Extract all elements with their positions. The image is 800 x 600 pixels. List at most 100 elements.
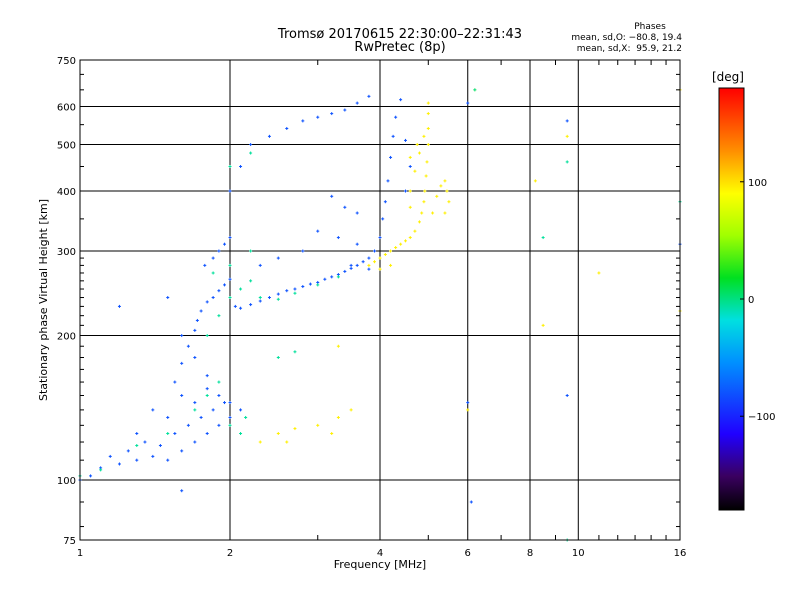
data-point bbox=[167, 415, 169, 419]
data-point bbox=[268, 296, 270, 300]
data-point bbox=[542, 323, 544, 327]
data-point bbox=[229, 164, 231, 168]
y-tick-label: 75 bbox=[63, 536, 76, 547]
y-tick-label: 100 bbox=[57, 476, 76, 487]
data-point bbox=[181, 449, 183, 453]
data-point bbox=[409, 164, 411, 168]
data-point bbox=[240, 306, 242, 310]
data-point bbox=[416, 143, 418, 147]
phase-info-x: mean, sd,X: 95.9, 21.2 bbox=[576, 44, 682, 54]
data-point bbox=[206, 334, 208, 338]
y-tick-label: 300 bbox=[57, 247, 76, 258]
data-point bbox=[194, 440, 196, 444]
data-point bbox=[534, 179, 536, 183]
data-point bbox=[317, 115, 319, 119]
data-point bbox=[379, 267, 381, 271]
data-point bbox=[337, 236, 339, 240]
data-point bbox=[331, 432, 333, 436]
data-point bbox=[218, 289, 220, 293]
data-point bbox=[187, 344, 189, 348]
data-point bbox=[387, 179, 389, 183]
y-tick-label: 500 bbox=[57, 141, 76, 152]
data-point bbox=[467, 101, 469, 105]
data-point bbox=[427, 126, 429, 130]
data-point bbox=[159, 444, 161, 448]
data-point bbox=[181, 489, 183, 493]
data-point bbox=[167, 432, 169, 436]
data-point bbox=[356, 211, 358, 215]
data-point bbox=[390, 249, 392, 253]
data-point bbox=[167, 458, 169, 462]
data-point bbox=[294, 350, 296, 354]
data-point bbox=[566, 160, 568, 164]
data-point bbox=[144, 440, 146, 444]
data-point bbox=[444, 179, 446, 183]
colorbar bbox=[718, 87, 745, 511]
data-point bbox=[277, 292, 279, 296]
data-point bbox=[400, 98, 402, 102]
data-point bbox=[229, 423, 231, 427]
data-point bbox=[350, 266, 352, 270]
data-point bbox=[187, 423, 189, 427]
data-point bbox=[174, 380, 176, 384]
data-point bbox=[400, 242, 402, 246]
data-point bbox=[277, 355, 279, 359]
x-tick-label: 16 bbox=[674, 548, 687, 559]
data-point bbox=[204, 263, 206, 267]
data-point bbox=[268, 134, 270, 138]
colorbar-ticks: 100 0 −100 bbox=[740, 178, 775, 423]
data-point bbox=[317, 283, 319, 287]
data-point bbox=[382, 217, 384, 221]
data-point bbox=[404, 239, 406, 243]
colorbar-tick-label: 100 bbox=[748, 178, 767, 189]
data-point bbox=[470, 500, 472, 504]
x-tick-label: 6 bbox=[465, 548, 471, 559]
y-tick-label: 400 bbox=[57, 187, 76, 198]
data-point bbox=[374, 249, 376, 253]
data-point bbox=[229, 263, 231, 267]
data-point bbox=[598, 271, 600, 275]
y-tick-label: 600 bbox=[57, 103, 76, 114]
data-point bbox=[425, 174, 427, 178]
data-point bbox=[181, 361, 183, 365]
data-point bbox=[302, 249, 304, 253]
x-tick-label: 4 bbox=[377, 548, 383, 559]
data-point bbox=[384, 253, 386, 257]
data-point bbox=[229, 277, 231, 281]
data-point bbox=[409, 155, 411, 159]
data-point bbox=[424, 189, 426, 193]
data-point bbox=[440, 184, 442, 188]
data-point bbox=[418, 220, 420, 224]
data-point bbox=[566, 119, 568, 123]
data-point bbox=[436, 194, 438, 198]
data-point bbox=[250, 303, 252, 307]
data-point bbox=[196, 318, 198, 322]
data-point bbox=[317, 229, 319, 233]
data-point bbox=[337, 344, 339, 348]
data-point bbox=[427, 143, 429, 147]
data-points bbox=[78, 88, 682, 542]
data-point bbox=[423, 200, 425, 204]
colorbar-unit-label: [deg] bbox=[712, 70, 744, 84]
data-point bbox=[356, 242, 358, 246]
data-point bbox=[421, 211, 423, 215]
data-point bbox=[100, 466, 102, 470]
data-point bbox=[127, 449, 129, 453]
x-axis-label: Frequency [MHz] bbox=[334, 558, 426, 571]
data-point bbox=[542, 236, 544, 240]
data-point bbox=[286, 440, 288, 444]
data-point bbox=[566, 394, 568, 398]
data-point bbox=[277, 297, 279, 301]
data-point bbox=[259, 296, 261, 300]
data-point bbox=[379, 236, 381, 240]
data-point bbox=[414, 169, 416, 173]
data-point bbox=[294, 427, 296, 431]
y-tick-label: 200 bbox=[57, 332, 76, 343]
data-point bbox=[356, 263, 358, 267]
data-point bbox=[181, 394, 183, 398]
data-point bbox=[368, 267, 370, 271]
data-point bbox=[331, 275, 333, 279]
data-point bbox=[286, 126, 288, 130]
data-point bbox=[414, 229, 416, 233]
data-point bbox=[250, 279, 252, 283]
